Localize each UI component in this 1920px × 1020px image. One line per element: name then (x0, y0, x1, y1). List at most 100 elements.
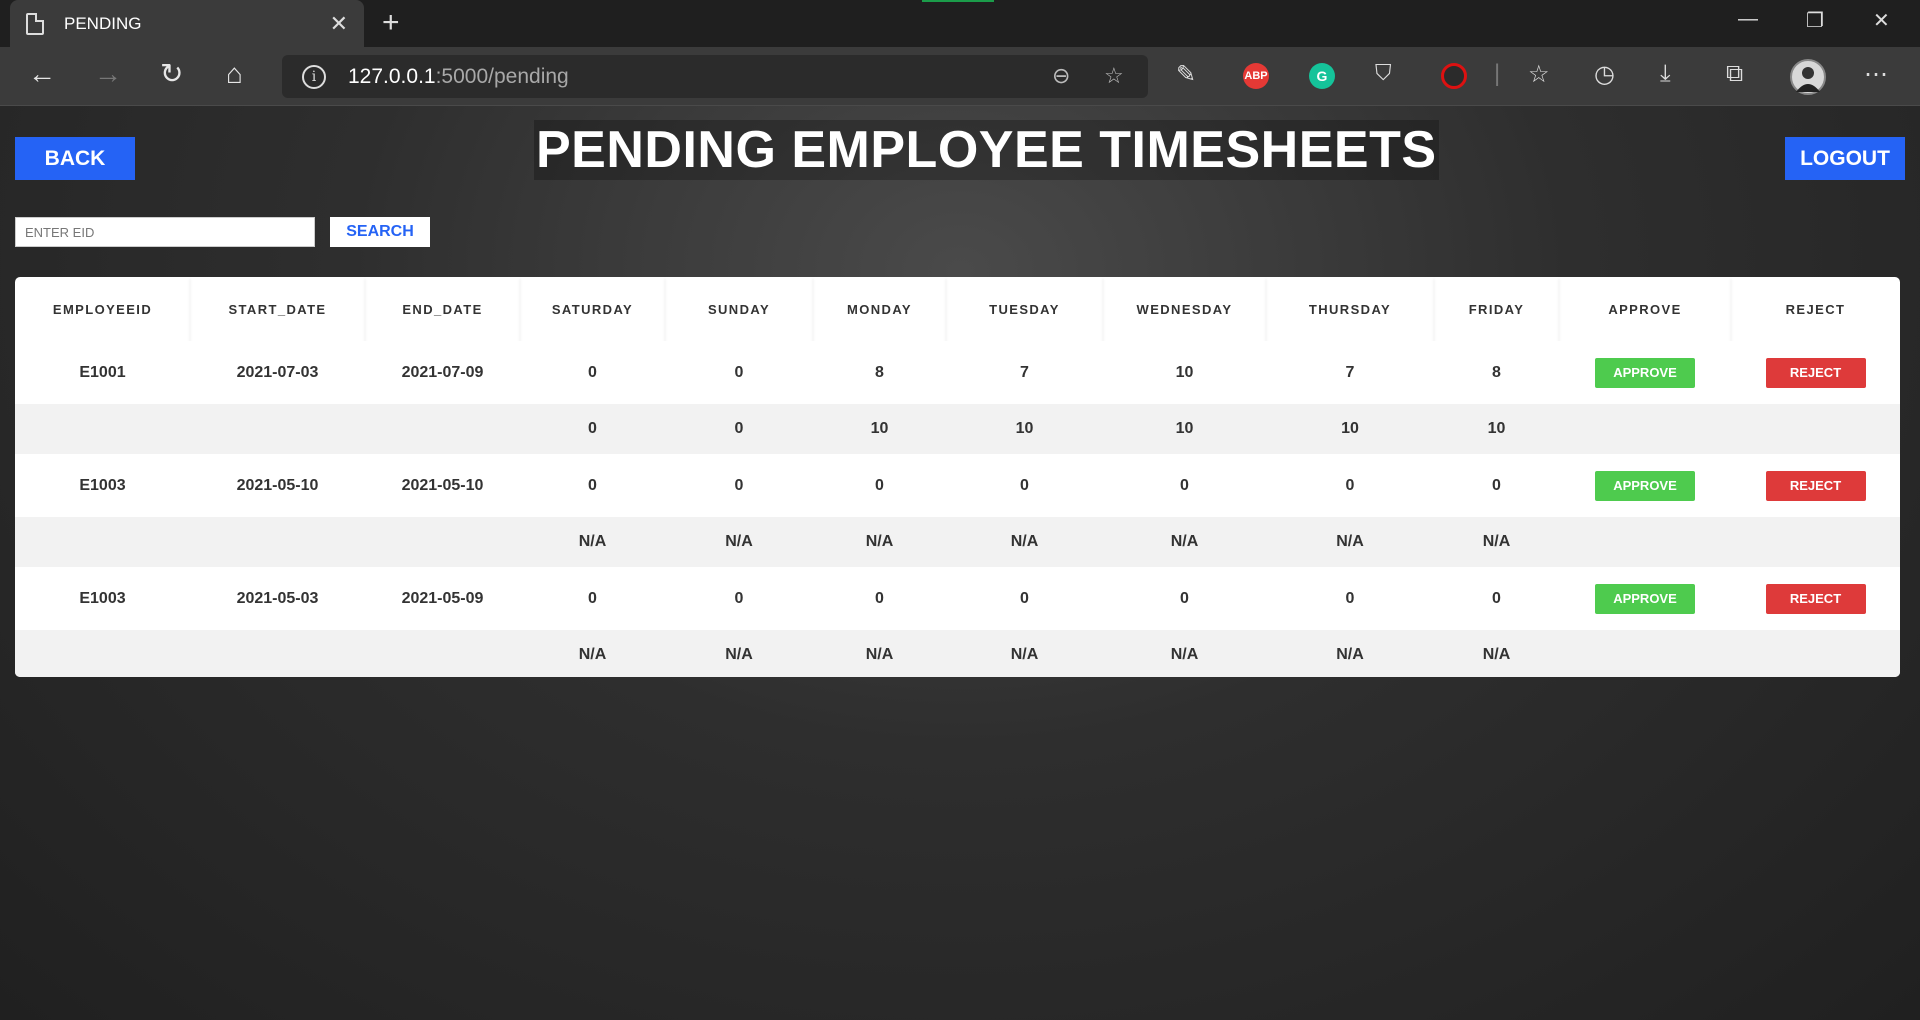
cell-saturday: 0 (520, 567, 665, 630)
cell-monday: N/A (813, 517, 946, 567)
cell-sunday: N/A (665, 630, 813, 677)
cell-monday: 0 (813, 567, 946, 630)
tab-title: PENDING (64, 13, 142, 33)
logout-button[interactable]: LOGOUT (1785, 137, 1905, 180)
cell-wednesday: N/A (1103, 630, 1266, 677)
page-icon (26, 12, 44, 35)
col-reject: REJECT (1731, 277, 1900, 341)
minimize-icon[interactable]: — (1738, 8, 1758, 30)
cell-friday: 0 (1434, 454, 1559, 517)
refresh-icon[interactable]: ↻ (160, 58, 184, 89)
approve-button[interactable]: APPROVE (1595, 583, 1695, 614)
restore-icon[interactable]: ❐ (1806, 10, 1824, 32)
cell-thursday: 0 (1266, 454, 1434, 517)
cell-employeeid: E1001 (15, 341, 190, 404)
collections-icon[interactable]: ⧉ (1726, 60, 1744, 87)
col-start-date: START_DATE (190, 277, 365, 341)
col-friday: FRIDAY (1434, 277, 1559, 341)
download-icon[interactable]: ⤓ (1660, 60, 1671, 87)
cell-thursday: N/A (1266, 517, 1434, 567)
table-subrow: 0 0 10 10 10 10 10 (15, 404, 1900, 454)
back-arrow-icon[interactable]: ← (28, 58, 56, 89)
col-thursday: THURSDAY (1266, 277, 1434, 341)
cell-tuesday: N/A (946, 630, 1103, 677)
eid-search-input[interactable] (15, 217, 315, 247)
add-favorite-icon[interactable]: ☆ (1104, 63, 1124, 88)
table-row: E1003 2021-05-10 2021-05-10 0 0 0 0 0 0 … (15, 454, 1900, 517)
col-sunday: SUNDAY (665, 277, 813, 341)
timesheet-table: EMPLOYEEID START_DATE END_DATE SATURDAY … (15, 277, 1900, 677)
home-icon[interactable]: ⌂ (226, 58, 243, 89)
back-button[interactable]: BACK (15, 137, 135, 180)
col-end-date: END_DATE (365, 277, 520, 341)
cell-friday: 8 (1434, 341, 1559, 404)
approve-button[interactable]: APPROVE (1595, 357, 1695, 388)
cell-tuesday: 0 (946, 567, 1103, 630)
cell-thursday: 7 (1266, 341, 1434, 404)
reject-button[interactable]: REJECT (1765, 470, 1866, 501)
cell-monday: 0 (813, 454, 946, 517)
pen-icon[interactable]: ✎ (1176, 61, 1197, 88)
info-icon[interactable]: i (302, 64, 326, 89)
grammarly-icon[interactable]: G (1309, 63, 1335, 89)
forward-arrow-icon[interactable]: → (94, 58, 122, 89)
reject-button[interactable]: REJECT (1765, 357, 1866, 388)
reject-button[interactable]: REJECT (1765, 583, 1866, 614)
cell-thursday: 0 (1266, 567, 1434, 630)
cell-employeeid: E1003 (15, 567, 190, 630)
profile-avatar[interactable] (1790, 59, 1826, 95)
table-header-row: EMPLOYEEID START_DATE END_DATE SATURDAY … (15, 277, 1900, 341)
cell-end-date: 2021-05-10 (365, 454, 520, 517)
cell-wednesday: N/A (1103, 517, 1266, 567)
cell-saturday: 0 (520, 454, 665, 517)
close-tab-icon[interactable]: ✕ (329, 10, 348, 36)
cell-saturday: 0 (520, 404, 665, 454)
cell-tuesday: N/A (946, 517, 1103, 567)
cell-wednesday: 0 (1103, 567, 1266, 630)
url-host: 127.0.0.1 (348, 64, 436, 88)
cell-saturday: N/A (520, 517, 665, 567)
search-button[interactable]: SEARCH (330, 217, 430, 247)
recorder-icon[interactable] (1441, 63, 1467, 89)
cell-tuesday: 0 (946, 454, 1103, 517)
cell-friday: 0 (1434, 567, 1559, 630)
col-saturday: SATURDAY (520, 277, 665, 341)
window-close-icon[interactable]: ✕ (1873, 10, 1890, 32)
cell-sunday: N/A (665, 517, 813, 567)
table-subrow: N/A N/A N/A N/A N/A N/A N/A (15, 517, 1900, 567)
cell-sunday: 0 (665, 404, 813, 454)
cell-tuesday: 7 (946, 341, 1103, 404)
cell-start-date: 2021-05-03 (190, 567, 365, 630)
cell-tuesday: 10 (946, 404, 1103, 454)
browser-toolbar: ← → ↻ ⌂ i 127.0.0.1:5000/pending ⊖ ☆ ✎ A… (0, 47, 1920, 106)
adblock-icon[interactable]: ABP (1243, 63, 1269, 89)
cell-sunday: 0 (665, 567, 813, 630)
cell-friday: N/A (1434, 630, 1559, 677)
cell-friday: 10 (1434, 404, 1559, 454)
shield-icon[interactable]: ⛉ (1375, 60, 1392, 85)
cell-saturday: 0 (520, 341, 665, 404)
browser-tabbar: PENDING ✕ + — ❐ ✕ (0, 0, 1920, 47)
favorites-icon[interactable]: ☆ (1528, 61, 1550, 88)
page-body: BACK PENDING EMPLOYEE TIMESHEETS LOGOUT … (0, 106, 1920, 1020)
url-path: :5000/pending (435, 64, 569, 88)
cell-start-date: 2021-07-03 (190, 341, 365, 404)
address-bar[interactable]: i 127.0.0.1:5000/pending ⊖ ☆ (282, 55, 1148, 98)
col-approve: APPROVE (1559, 277, 1731, 341)
cell-wednesday: 10 (1103, 341, 1266, 404)
toolbar-divider: | (1494, 60, 1501, 87)
col-tuesday: TUESDAY (946, 277, 1103, 341)
browser-tab[interactable]: PENDING ✕ (10, 0, 364, 47)
history-icon[interactable]: ◷ (1594, 61, 1615, 88)
page-title: PENDING EMPLOYEE TIMESHEETS (534, 120, 1439, 180)
cell-thursday: N/A (1266, 630, 1434, 677)
cell-end-date: 2021-05-09 (365, 567, 520, 630)
col-wednesday: WEDNESDAY (1103, 277, 1266, 341)
cell-employeeid: E1003 (15, 454, 190, 517)
approve-button[interactable]: APPROVE (1595, 470, 1695, 501)
more-options-icon[interactable]: ⋯ (1864, 61, 1888, 88)
cell-sunday: 0 (665, 454, 813, 517)
new-tab-icon[interactable]: + (382, 6, 400, 39)
zoom-out-icon[interactable]: ⊖ (1052, 63, 1071, 88)
cell-sunday: 0 (665, 341, 813, 404)
